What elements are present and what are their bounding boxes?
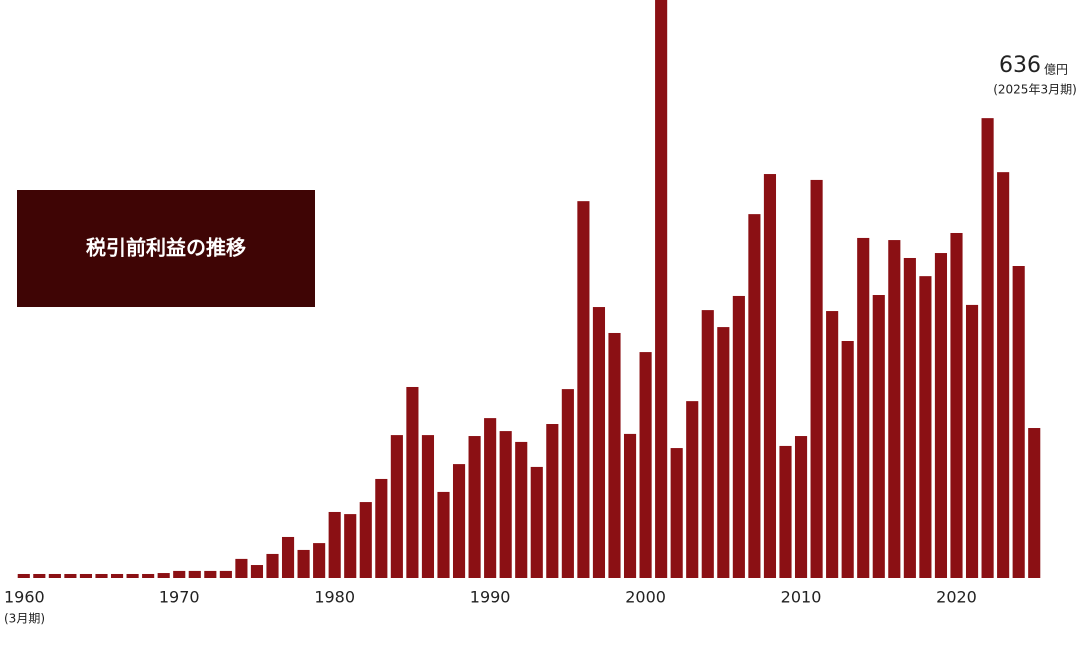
bar <box>903 257 916 578</box>
bar <box>468 436 481 578</box>
bar <box>406 386 419 578</box>
bar <box>794 436 808 578</box>
annotation-unit: 億円 <box>1044 63 1068 77</box>
bar <box>919 276 932 578</box>
bar <box>888 240 901 579</box>
bar <box>530 466 543 578</box>
x-tick-label: 1970 <box>159 588 200 607</box>
bar <box>592 307 606 578</box>
bar <box>1028 428 1041 578</box>
bar <box>142 573 155 578</box>
x-tick-label: 1990 <box>470 588 511 607</box>
bar <box>779 445 792 578</box>
bar <box>250 565 264 578</box>
bar <box>421 435 435 578</box>
bar <box>857 237 870 578</box>
bar <box>17 573 30 578</box>
bar <box>48 573 61 578</box>
bar <box>79 573 93 578</box>
bar <box>266 553 279 578</box>
bar <box>33 573 46 578</box>
bar <box>717 327 730 578</box>
bar <box>561 389 574 578</box>
bar <box>748 214 761 579</box>
value-label: 636 <box>999 53 1041 78</box>
x-tick-label: 2010 <box>781 588 822 607</box>
bar <box>157 573 170 578</box>
bar <box>546 424 559 578</box>
bar <box>484 418 497 578</box>
bar <box>965 304 979 578</box>
bar <box>934 253 948 579</box>
chart-title: 税引前利益の推移 <box>86 236 246 260</box>
bar <box>126 573 139 578</box>
bar <box>110 573 124 578</box>
bar <box>219 570 232 578</box>
bar <box>701 310 714 578</box>
bar <box>188 570 201 578</box>
bar <box>810 179 823 579</box>
title-box <box>17 190 315 307</box>
bar <box>577 201 590 579</box>
bar <box>359 502 372 578</box>
bar <box>204 570 217 578</box>
bar <box>437 491 450 578</box>
bar <box>515 441 528 578</box>
bar <box>375 478 388 578</box>
bar <box>95 573 108 578</box>
x-tick-label: 2000 <box>625 588 666 607</box>
annotation-period: (2025年3月期) <box>993 83 1077 97</box>
bar <box>841 340 854 578</box>
bar <box>173 570 186 578</box>
bar <box>64 573 77 578</box>
x-tick-label: 1960 <box>4 588 45 607</box>
bar <box>732 295 745 578</box>
bar <box>826 311 839 578</box>
x-tick-label: 1980 <box>314 588 355 607</box>
bar <box>297 549 310 578</box>
bar <box>981 118 994 578</box>
bar <box>281 536 295 578</box>
bar <box>950 232 963 578</box>
bar <box>452 464 466 578</box>
bar <box>344 514 357 578</box>
bar <box>235 558 248 578</box>
bar <box>608 332 621 578</box>
bar <box>1012 266 1025 578</box>
bar <box>872 295 885 578</box>
bar <box>670 448 683 578</box>
bar <box>499 431 512 578</box>
bar <box>390 435 403 578</box>
bar <box>623 433 637 578</box>
bar <box>997 172 1010 578</box>
period-note: (3月期) <box>4 612 45 626</box>
bar <box>686 401 699 578</box>
bar <box>655 0 668 578</box>
bar <box>639 352 652 578</box>
bar <box>328 511 341 578</box>
bar <box>313 543 326 578</box>
x-tick-label: 2020 <box>936 588 977 607</box>
bar <box>763 174 777 578</box>
